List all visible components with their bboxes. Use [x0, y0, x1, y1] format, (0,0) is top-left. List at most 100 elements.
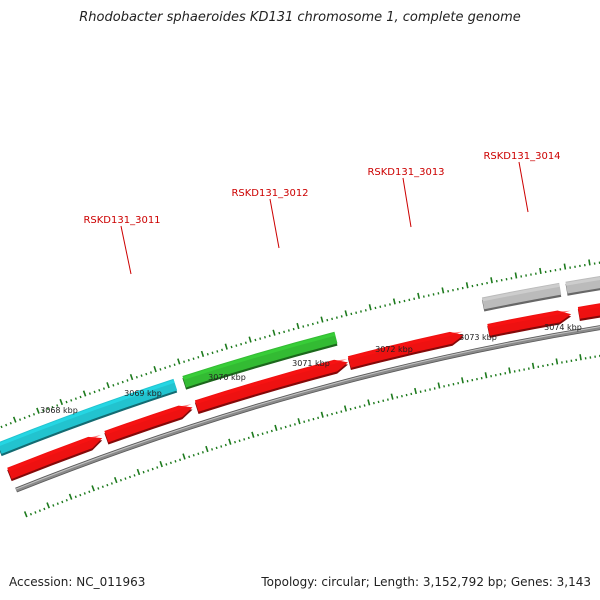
major-tick	[59, 398, 64, 406]
major-tick	[205, 445, 209, 453]
gene-feature-forward[interactable]	[0, 378, 178, 457]
minor-tick	[156, 466, 159, 469]
minor-tick	[335, 316, 338, 319]
minor-tick	[211, 351, 214, 355]
minor-tick	[98, 388, 101, 392]
minor-tick	[9, 421, 12, 425]
minor-tick	[74, 495, 77, 499]
major-tick	[274, 424, 278, 431]
minor-tick	[360, 310, 362, 313]
minor-tick	[169, 461, 172, 465]
kbp-label: 3071 kbp	[292, 359, 330, 368]
gene-highlight	[578, 304, 600, 311]
major-tick	[441, 287, 445, 294]
minor-tick	[326, 318, 329, 322]
minor-tick	[28, 414, 31, 418]
minor-tick	[382, 399, 385, 403]
minor-tick	[307, 323, 310, 327]
major-tick	[539, 267, 542, 275]
gene-label[interactable]: RSKD131_3013	[367, 167, 444, 178]
minor-tick	[364, 309, 367, 312]
major-tick	[368, 304, 372, 311]
kbp-label: 3070 kbp	[208, 373, 246, 382]
minor-tick	[293, 423, 296, 426]
minor-tick	[83, 492, 86, 495]
minor-tick	[149, 371, 153, 374]
gene-body	[194, 359, 348, 412]
gene-feature-forward[interactable]	[481, 282, 562, 312]
major-tick	[344, 310, 348, 317]
minor-tick	[117, 382, 120, 385]
major-tick	[437, 382, 441, 389]
kbp-label: 3074 kbp	[544, 323, 582, 332]
minor-tick	[88, 392, 91, 395]
minor-tick	[303, 420, 306, 423]
minor-tick	[101, 485, 104, 489]
major-tick	[91, 485, 95, 492]
gene-feature-forward[interactable]	[565, 268, 600, 296]
kbp-label: 3069 kbp	[124, 389, 162, 398]
minor-tick	[145, 372, 148, 376]
minor-tick	[197, 355, 200, 359]
minor-tick	[354, 406, 357, 410]
minor-tick	[312, 417, 315, 421]
major-tick	[588, 259, 591, 266]
major-tick	[392, 298, 396, 305]
kbp-label: 3068 kbp	[40, 406, 78, 415]
minor-tick	[142, 470, 145, 474]
major-tick	[579, 354, 582, 361]
gene-feature-reverse[interactable]	[347, 331, 464, 371]
minor-tick	[270, 429, 273, 433]
gene-highlight	[182, 332, 336, 380]
minor-tick	[79, 395, 82, 399]
minor-tick	[56, 404, 59, 407]
minor-tick	[331, 412, 333, 416]
label-leader-line	[120, 225, 132, 275]
minor-tick	[79, 493, 82, 497]
minor-tick	[188, 455, 191, 459]
gene-label[interactable]: RSKD131_3011	[83, 215, 160, 226]
major-tick	[46, 502, 50, 509]
minor-tick	[261, 432, 264, 436]
minor-tick	[32, 413, 36, 416]
major-tick	[82, 390, 87, 397]
major-tick	[106, 382, 110, 389]
minor-tick	[110, 482, 113, 485]
major-tick	[251, 431, 255, 438]
gene-labels: RSKD131_3011 RSKD131_3012 RSKD131_3014 RSKD…	[83, 151, 561, 275]
minor-tick	[65, 498, 68, 502]
minor-tick	[106, 483, 109, 487]
minor-tick	[128, 475, 132, 479]
gene-feature-reverse[interactable]	[104, 404, 193, 445]
minor-tick	[126, 379, 129, 382]
gene-feature-reverse[interactable]	[487, 310, 572, 338]
gene-feature-reverse[interactable]	[7, 434, 103, 482]
minor-tick	[119, 478, 122, 482]
minor-tick	[133, 474, 136, 477]
minor-tick	[230, 345, 233, 349]
major-tick	[465, 282, 469, 289]
gene-feature-reverse[interactable]	[194, 358, 348, 415]
minor-tick	[355, 311, 358, 314]
gene-label[interactable]: RSKD131_3012	[231, 188, 308, 199]
minor-tick	[240, 342, 243, 346]
gene-feature-reverse[interactable]	[577, 296, 600, 322]
major-tick	[136, 468, 141, 476]
gene-feature-forward[interactable]	[182, 331, 338, 390]
gene-label[interactable]: RSKD131_3014	[483, 151, 560, 162]
minor-tick	[121, 380, 124, 384]
minor-tick	[292, 327, 295, 331]
minor-tick	[278, 331, 281, 335]
minor-tick	[215, 446, 218, 450]
major-tick	[343, 405, 348, 412]
minor-tick	[280, 427, 283, 430]
minor-tick	[65, 400, 68, 404]
upper-tick-marks	[0, 259, 600, 429]
minor-tick	[51, 405, 54, 409]
minor-tick	[289, 424, 292, 427]
minor-tick	[5, 423, 8, 427]
minor-tick	[70, 399, 73, 402]
minor-tick	[93, 390, 96, 394]
